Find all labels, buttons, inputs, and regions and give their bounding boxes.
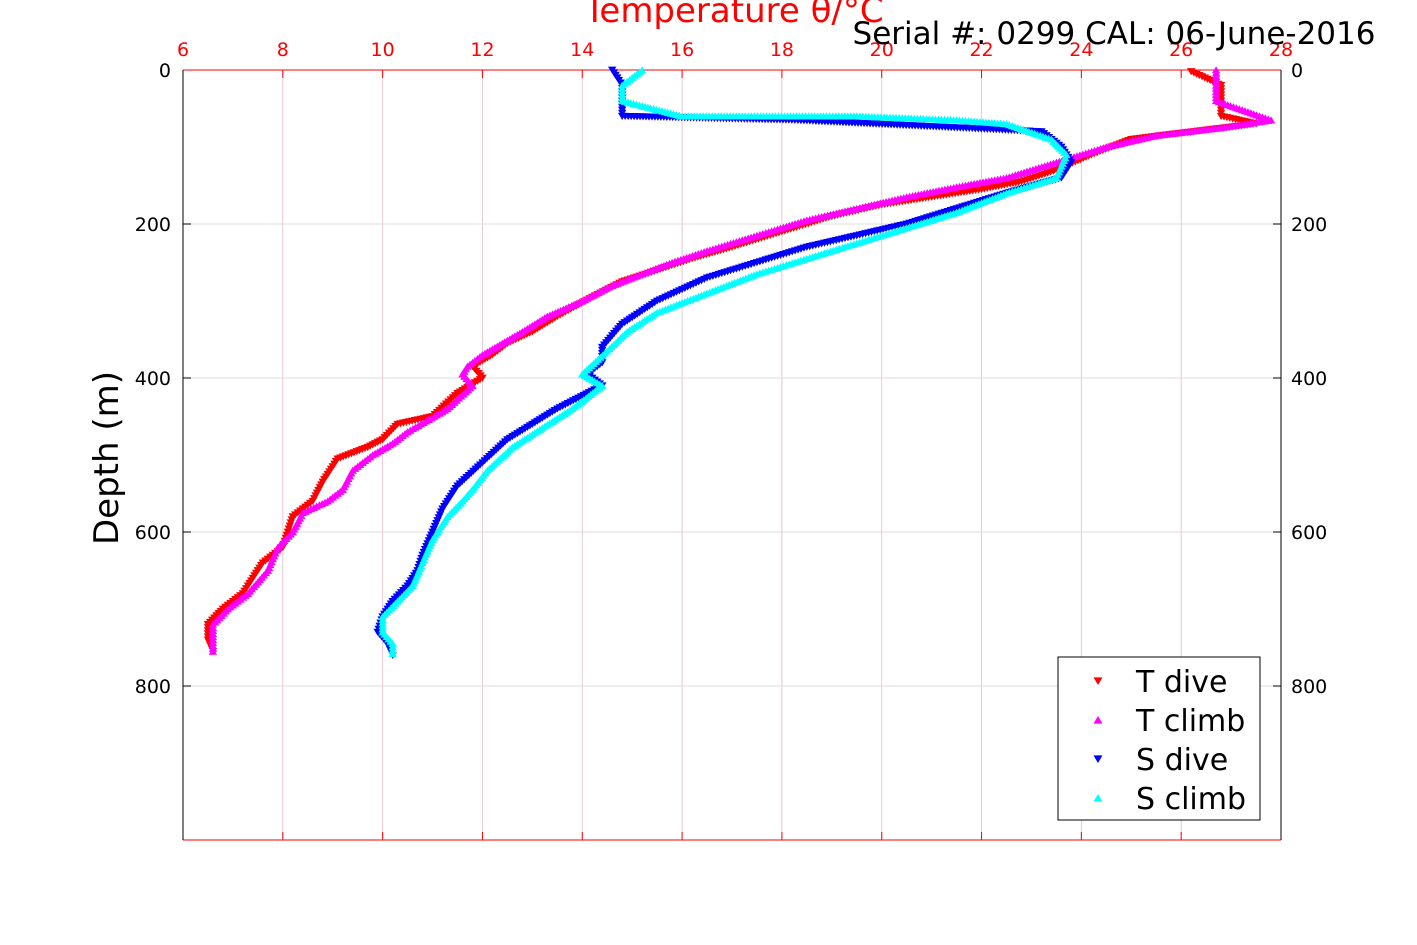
y-tick-label-left: 0 (159, 60, 171, 82)
legend-marker (1093, 793, 1103, 802)
y-tick-label-right: 400 (1291, 368, 1327, 390)
x-tick-label: 6 (177, 39, 189, 61)
chart-title: Temperature θ/°C (583, 0, 883, 31)
x-tick-label: 20 (870, 39, 894, 61)
legend-marker (1093, 677, 1103, 686)
x-tick-label: 16 (670, 39, 694, 61)
data-point (388, 649, 397, 658)
x-tick-label: 26 (1169, 39, 1193, 61)
y-axis-label: Depth (m) (87, 371, 127, 545)
series-t-climb (208, 66, 1276, 655)
x-tick-label: 24 (1069, 39, 1093, 61)
y-tick-label-left: 400 (135, 368, 171, 390)
y-tick-label-left: 600 (135, 522, 171, 544)
x-tick-label: 28 (1269, 39, 1293, 61)
legend-label: T climb (1135, 704, 1245, 739)
x-tick-label: 14 (570, 39, 594, 61)
x-tick-label: 12 (470, 39, 494, 61)
data-marks (203, 66, 1276, 659)
legend: T dive T climb S dive S climb (1057, 656, 1261, 821)
legend-marker (1093, 755, 1103, 764)
x-tick-label: 18 (770, 39, 794, 61)
chart-subtitle: Serial #: 0299 CAL: 06-June-2016 (853, 16, 1376, 52)
y-tick-label-right: 800 (1291, 676, 1327, 698)
axes (182, 69, 1282, 841)
legend-box (1057, 656, 1261, 821)
y-tick-label-right: 600 (1291, 522, 1327, 544)
legend-label: T dive (1135, 665, 1227, 700)
y-tick-label-left: 200 (135, 214, 171, 236)
legend-label: S climb (1136, 782, 1246, 817)
y-tick-label-left: 800 (135, 676, 171, 698)
data-point (208, 647, 218, 655)
y-tick-label-right: 0 (1291, 60, 1303, 82)
y-tick-label-right: 200 (1291, 214, 1327, 236)
x-tick-label: 10 (371, 39, 395, 61)
legend-marker (1093, 715, 1103, 724)
series-s-climb (378, 66, 1071, 658)
x-tick-label: 8 (277, 39, 289, 61)
legend-label: S dive (1136, 743, 1228, 778)
x-tick-label: 22 (969, 39, 993, 61)
